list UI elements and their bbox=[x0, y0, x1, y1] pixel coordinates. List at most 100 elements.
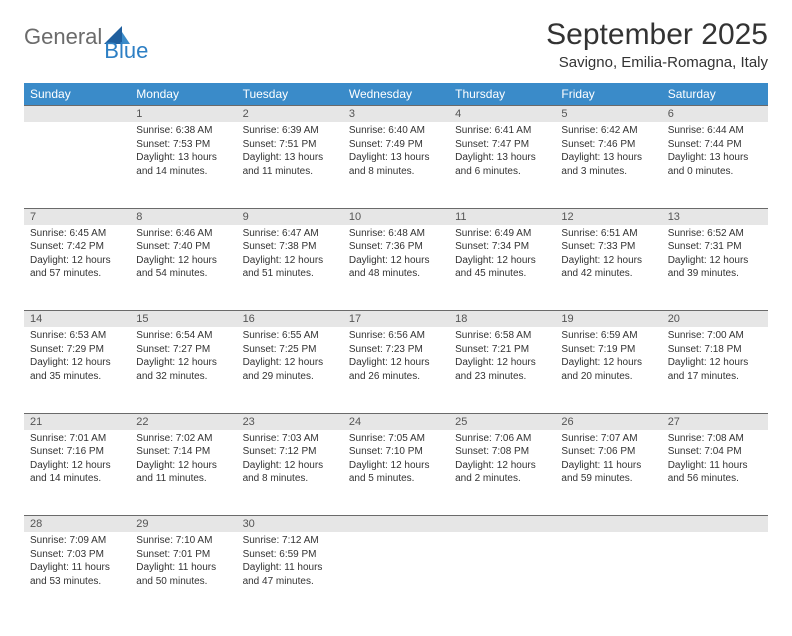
day-header: Saturday bbox=[662, 83, 768, 106]
day-number: 8 bbox=[130, 208, 236, 225]
day-header: Friday bbox=[555, 83, 661, 106]
day-number: 26 bbox=[555, 413, 661, 430]
day2-text: and 45 minutes. bbox=[455, 267, 549, 281]
day-number: 4 bbox=[449, 106, 555, 123]
sunrise-text: Sunrise: 6:47 AM bbox=[243, 227, 337, 241]
day2-text: and 26 minutes. bbox=[349, 370, 443, 384]
day-number: 23 bbox=[237, 413, 343, 430]
day-cell bbox=[449, 532, 555, 618]
week-row: Sunrise: 7:09 AMSunset: 7:03 PMDaylight:… bbox=[24, 532, 768, 618]
day-cell: Sunrise: 6:56 AMSunset: 7:23 PMDaylight:… bbox=[343, 327, 449, 413]
day-number bbox=[662, 516, 768, 533]
day-number: 18 bbox=[449, 311, 555, 328]
day-header: Monday bbox=[130, 83, 236, 106]
day1-text: Daylight: 12 hours bbox=[136, 254, 230, 268]
day1-text: Daylight: 11 hours bbox=[668, 459, 762, 473]
sunrise-text: Sunrise: 7:01 AM bbox=[30, 432, 124, 446]
sunset-text: Sunset: 7:10 PM bbox=[349, 445, 443, 459]
day-cell: Sunrise: 6:39 AMSunset: 7:51 PMDaylight:… bbox=[237, 122, 343, 208]
day2-text: and 8 minutes. bbox=[349, 165, 443, 179]
day2-text: and 20 minutes. bbox=[561, 370, 655, 384]
day1-text: Daylight: 13 hours bbox=[668, 151, 762, 165]
day1-text: Daylight: 12 hours bbox=[30, 254, 124, 268]
day1-text: Daylight: 11 hours bbox=[30, 561, 124, 575]
week-row: Sunrise: 6:38 AMSunset: 7:53 PMDaylight:… bbox=[24, 122, 768, 208]
sunrise-text: Sunrise: 7:08 AM bbox=[668, 432, 762, 446]
day-header: Wednesday bbox=[343, 83, 449, 106]
day-number: 13 bbox=[662, 208, 768, 225]
day-number: 3 bbox=[343, 106, 449, 123]
day-number: 6 bbox=[662, 106, 768, 123]
sunrise-text: Sunrise: 6:54 AM bbox=[136, 329, 230, 343]
day2-text: and 54 minutes. bbox=[136, 267, 230, 281]
day-number: 25 bbox=[449, 413, 555, 430]
sunrise-text: Sunrise: 7:12 AM bbox=[243, 534, 337, 548]
day1-text: Daylight: 12 hours bbox=[30, 356, 124, 370]
week-row: Sunrise: 7:01 AMSunset: 7:16 PMDaylight:… bbox=[24, 430, 768, 516]
day-number: 12 bbox=[555, 208, 661, 225]
day-number: 11 bbox=[449, 208, 555, 225]
sunset-text: Sunset: 7:12 PM bbox=[243, 445, 337, 459]
day2-text: and 14 minutes. bbox=[136, 165, 230, 179]
sunset-text: Sunset: 7:21 PM bbox=[455, 343, 549, 357]
day-cell bbox=[24, 122, 130, 208]
sunrise-text: Sunrise: 6:41 AM bbox=[455, 124, 549, 138]
sunrise-text: Sunrise: 7:07 AM bbox=[561, 432, 655, 446]
day-number: 9 bbox=[237, 208, 343, 225]
day1-text: Daylight: 12 hours bbox=[668, 254, 762, 268]
week-row: Sunrise: 6:53 AMSunset: 7:29 PMDaylight:… bbox=[24, 327, 768, 413]
day-number: 20 bbox=[662, 311, 768, 328]
day-header: Thursday bbox=[449, 83, 555, 106]
day1-text: Daylight: 13 hours bbox=[349, 151, 443, 165]
sunrise-text: Sunrise: 7:00 AM bbox=[668, 329, 762, 343]
title-block: September 2025 Savigno, Emilia-Romagna, … bbox=[546, 18, 768, 71]
day-cell: Sunrise: 6:41 AMSunset: 7:47 PMDaylight:… bbox=[449, 122, 555, 208]
day-cell: Sunrise: 6:47 AMSunset: 7:38 PMDaylight:… bbox=[237, 225, 343, 311]
day1-text: Daylight: 13 hours bbox=[243, 151, 337, 165]
day-cell: Sunrise: 7:05 AMSunset: 7:10 PMDaylight:… bbox=[343, 430, 449, 516]
sunset-text: Sunset: 7:33 PM bbox=[561, 240, 655, 254]
sunrise-text: Sunrise: 6:48 AM bbox=[349, 227, 443, 241]
day1-text: Daylight: 12 hours bbox=[455, 254, 549, 268]
logo-text-general: General bbox=[24, 24, 102, 50]
header: General Blue September 2025 Savigno, Emi… bbox=[24, 18, 768, 71]
day2-text: and 57 minutes. bbox=[30, 267, 124, 281]
day-cell: Sunrise: 7:12 AMSunset: 6:59 PMDaylight:… bbox=[237, 532, 343, 618]
sunset-text: Sunset: 7:31 PM bbox=[668, 240, 762, 254]
day2-text: and 39 minutes. bbox=[668, 267, 762, 281]
day1-text: Daylight: 12 hours bbox=[349, 356, 443, 370]
sunrise-text: Sunrise: 6:51 AM bbox=[561, 227, 655, 241]
sunrise-text: Sunrise: 6:56 AM bbox=[349, 329, 443, 343]
day-number: 19 bbox=[555, 311, 661, 328]
sunset-text: Sunset: 7:27 PM bbox=[136, 343, 230, 357]
day1-text: Daylight: 12 hours bbox=[349, 459, 443, 473]
day-cell: Sunrise: 7:06 AMSunset: 7:08 PMDaylight:… bbox=[449, 430, 555, 516]
day2-text: and 47 minutes. bbox=[243, 575, 337, 589]
day-cell bbox=[555, 532, 661, 618]
sunrise-text: Sunrise: 6:53 AM bbox=[30, 329, 124, 343]
sunset-text: Sunset: 7:44 PM bbox=[668, 138, 762, 152]
month-title: September 2025 bbox=[546, 18, 768, 52]
sunrise-text: Sunrise: 7:03 AM bbox=[243, 432, 337, 446]
sunrise-text: Sunrise: 6:49 AM bbox=[455, 227, 549, 241]
day2-text: and 59 minutes. bbox=[561, 472, 655, 486]
day-number: 16 bbox=[237, 311, 343, 328]
sunset-text: Sunset: 7:46 PM bbox=[561, 138, 655, 152]
day2-text: and 17 minutes. bbox=[668, 370, 762, 384]
day2-text: and 3 minutes. bbox=[561, 165, 655, 179]
sunset-text: Sunset: 7:25 PM bbox=[243, 343, 337, 357]
day-number: 22 bbox=[130, 413, 236, 430]
location: Savigno, Emilia-Romagna, Italy bbox=[546, 54, 768, 71]
day-cell: Sunrise: 6:51 AMSunset: 7:33 PMDaylight:… bbox=[555, 225, 661, 311]
sunrise-text: Sunrise: 6:42 AM bbox=[561, 124, 655, 138]
day1-text: Daylight: 13 hours bbox=[455, 151, 549, 165]
day2-text: and 11 minutes. bbox=[136, 472, 230, 486]
sunset-text: Sunset: 7:06 PM bbox=[561, 445, 655, 459]
logo: General Blue bbox=[24, 18, 176, 50]
day-header: Tuesday bbox=[237, 83, 343, 106]
day-number: 15 bbox=[130, 311, 236, 328]
day-number-row: 123456 bbox=[24, 106, 768, 123]
day1-text: Daylight: 12 hours bbox=[349, 254, 443, 268]
day2-text: and 56 minutes. bbox=[668, 472, 762, 486]
sunset-text: Sunset: 7:49 PM bbox=[349, 138, 443, 152]
